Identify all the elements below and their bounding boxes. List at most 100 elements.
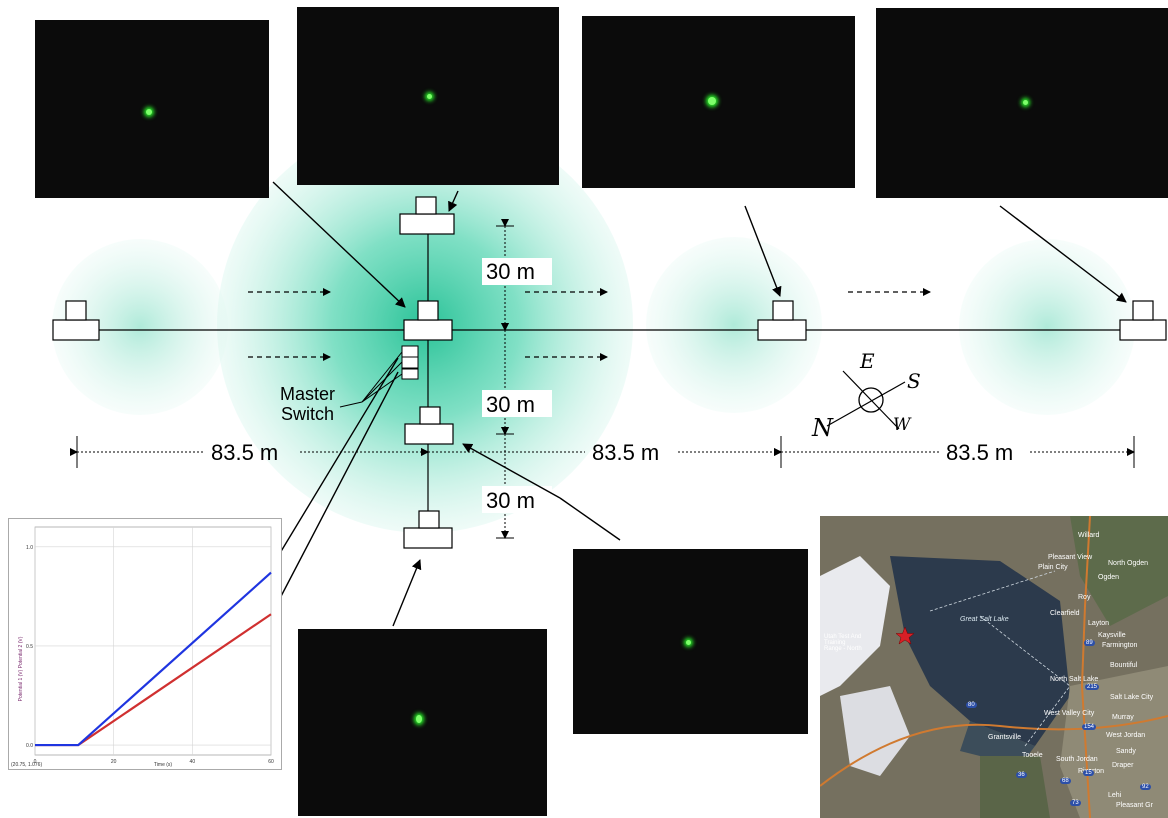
map-place: Salt Lake City (1110, 694, 1154, 701)
map-place: Clearfield (1050, 610, 1080, 617)
compass-south: S (907, 369, 921, 393)
map-place: Pleasant Gr (1116, 802, 1153, 809)
map-lake-label: Great Salt Lake (960, 616, 1009, 623)
map-place: Ogden (1098, 574, 1120, 581)
detector-station-west (52, 300, 100, 341)
detector-station-east-2 (1119, 300, 1167, 341)
plot-y-tick-label: 0.0 (26, 743, 33, 749)
plot-x-tick-label: 0 (34, 759, 37, 765)
highway-i15 (1080, 516, 1091, 818)
master-switch-boxes (401, 345, 419, 380)
oquirrh-mountains (980, 756, 1050, 818)
site-map: Great Salt Lake Utah Test And Training R… (820, 516, 1168, 818)
map-place: Willard (1078, 532, 1100, 539)
map-shield: 73 (1070, 800, 1081, 806)
map-place: Pleasant View (1048, 554, 1093, 561)
plot-y-tick-label: 0.5 (26, 644, 33, 650)
field-glow-east-2 (959, 239, 1135, 415)
wasatch-mountains (1070, 516, 1168, 626)
map-shield: 215 (1085, 684, 1100, 690)
map-place: North Ogden (1108, 560, 1149, 567)
plot-x-tick-label: 60 (268, 759, 274, 765)
map-place: Bountiful (1110, 662, 1138, 669)
detector-station-north (399, 196, 455, 235)
map-shield: 36 (1016, 772, 1027, 778)
map-place: Tooele (1022, 752, 1043, 759)
perp-label-2: 30 m (486, 392, 535, 417)
plot-ylabel: Potential 1 (V) Potential 2 (V) (18, 636, 24, 701)
field-glow-east-1 (646, 237, 822, 413)
detector-station-south-2 (403, 510, 453, 549)
map-shield: 89 (1084, 640, 1095, 646)
map-place: Kaysville (1098, 632, 1126, 639)
plot-x-tick-label: 40 (190, 759, 196, 765)
site-map-canvas (820, 516, 1168, 818)
highway (820, 715, 1168, 787)
photo-north-station (297, 7, 559, 185)
map-shield: 68 (1060, 778, 1071, 784)
map-shield: 154 (1082, 724, 1097, 730)
map-place: North Salt Lake (1050, 676, 1099, 683)
map-place: Lehi (1108, 792, 1122, 799)
lake-south-arm (960, 721, 1035, 766)
laser-spot (427, 94, 432, 99)
detector-station-south-1 (404, 406, 454, 445)
plot-frame (34, 526, 272, 756)
map-shield: 15 (1083, 770, 1094, 776)
compass: E S W N (811, 349, 921, 442)
laser-spot (708, 97, 716, 105)
map-shield: 80 (966, 702, 977, 708)
laser-spot (686, 640, 691, 645)
voltage-plot: Potential 1 (V) Potential 2 (V) Time (s)… (8, 518, 282, 770)
perp-label-3: 30 m (486, 488, 535, 513)
map-place: Farmington (1102, 642, 1138, 649)
photo-east-station-1 (582, 16, 855, 188)
map-place: Plain City (1038, 564, 1068, 571)
detector-station-east-1 (757, 300, 807, 341)
master-switch-label-line1: Master (280, 384, 335, 404)
site-star (895, 626, 915, 645)
photo-west-station (35, 20, 269, 198)
plot-series-line (35, 571, 272, 747)
map-site-label: Utah Test And Training Range - North (824, 634, 862, 652)
map-place: West Jordan (1106, 732, 1146, 739)
plot-readout: (20.75, 1.076) (11, 762, 42, 768)
detector-station-center (403, 300, 453, 341)
map-shield: 92 (1140, 784, 1151, 790)
spacing-label-1: 83.5 m (211, 440, 278, 465)
map-place: Grantsville (988, 734, 1022, 741)
voltage-plot-canvas: Potential 1 (V) Potential 2 (V) Time (s)… (11, 526, 274, 768)
flow-arrows (248, 288, 931, 361)
map-place: Draper (1112, 762, 1134, 769)
photo-south-station-1 (573, 549, 808, 734)
map-place: Roy (1078, 594, 1091, 601)
map-place: Sandy (1116, 748, 1136, 755)
photo-south-station-2 (298, 629, 547, 816)
spacing-label-3: 83.5 m (946, 440, 1013, 465)
great-salt-lake-water (890, 556, 1070, 746)
master-switch-leaders (339, 351, 403, 408)
laser-spot (146, 109, 152, 115)
salt-flats-south (840, 686, 910, 776)
master-switch-label-line2: Switch (281, 404, 334, 424)
compass-ring (858, 387, 884, 413)
laser-spot (416, 715, 422, 723)
compass-east: E (859, 349, 875, 373)
spacing-dimension-lines (70, 436, 1135, 468)
county-border (929, 570, 1071, 747)
plot-x-tick-label: 20 (111, 759, 117, 765)
plot-xlabel: Time (s) (154, 762, 172, 768)
spacing-label-2: 83.5 m (592, 440, 659, 465)
map-place: Murray (1112, 714, 1134, 721)
map-place: South Jordan (1056, 756, 1098, 763)
photo-east-station-2 (876, 8, 1168, 198)
field-glow-west (52, 239, 228, 415)
salt-flats (820, 556, 890, 696)
plot-y-tick-label: 1.0 (26, 545, 33, 551)
pointer-arrows (272, 181, 1127, 627)
compass-west: W (893, 415, 912, 435)
compass-north: N (811, 414, 834, 442)
laser-spot (1023, 100, 1028, 105)
map-place: West Valley City (1044, 710, 1095, 717)
